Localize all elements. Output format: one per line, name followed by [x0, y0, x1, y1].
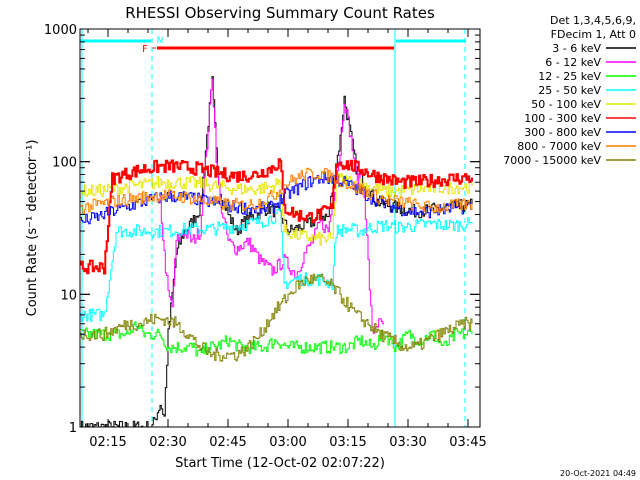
- night-flag-label: N: [157, 36, 164, 46]
- series-line-3-6-kev: [80, 76, 473, 428]
- legend-header-line: Det 1,3,4,5,6,9,: [550, 14, 636, 27]
- series-line-100-300-kev: [80, 158, 473, 275]
- x-axis-label: Start Time (12-Oct-02 02:07:22): [175, 456, 385, 471]
- legend-label-6-12-kev: 6 - 12 keV: [545, 56, 601, 69]
- legend-label-12-25-kev: 12 - 25 keV: [538, 70, 601, 83]
- x-tick-label: 03:45: [449, 435, 486, 450]
- y-tick-label: 10: [60, 288, 77, 303]
- y-axis: 1 10 100 1000: [44, 23, 480, 436]
- plot-series-group: [80, 76, 473, 428]
- series-line-800-7000-kev: [80, 167, 473, 214]
- legend-header-line: FDecim 1, Att 0: [551, 28, 636, 41]
- timestamp-label: 20-Oct-2021 04:49: [560, 469, 636, 478]
- legend-label-800-7000-kev: 800 - 7000 keV: [517, 140, 601, 153]
- series-line-25-50-kev: [80, 208, 473, 322]
- instrument-flags: FN: [80, 29, 466, 427]
- x-tick-label: 02:30: [149, 435, 186, 450]
- series-line-12-25-kev: [80, 321, 473, 357]
- x-tick-label: 02:15: [89, 435, 126, 450]
- x-axis: 02:15 02:30 02:45 03:00 03:15 03:30 03:45: [87, 29, 487, 450]
- x-tick-label: 03:15: [329, 435, 366, 450]
- legend: Det 1,3,4,5,6,9,FDecim 1, Att 03 - 6 keV…: [503, 14, 636, 167]
- legend-label-50-100-kev: 50 - 100 keV: [531, 98, 601, 111]
- x-tick-label: 02:45: [209, 435, 246, 450]
- y-axis-label: Count Rate (s⁻¹ detector⁻¹): [25, 140, 40, 317]
- legend-label-100-300-kev: 100 - 300 keV: [524, 112, 601, 125]
- chart-title: RHESSI Observing Summary Count Rates: [125, 4, 435, 22]
- y-tick-label: 1: [69, 421, 77, 436]
- legend-label-300-800-kev: 300 - 800 keV: [524, 126, 601, 139]
- series-line-7000-15000-kev: [80, 273, 473, 362]
- y-tick-label: 1000: [44, 23, 77, 38]
- legend-label-25-50-kev: 25 - 50 keV: [538, 84, 601, 97]
- y-tick-label: 100: [52, 156, 77, 171]
- plot-frame: [79, 28, 481, 428]
- series-line-6-12-kev: [160, 78, 384, 334]
- x-tick-label: 03:00: [269, 435, 306, 450]
- legend-label-3-6-kev: 3 - 6 keV: [552, 42, 601, 55]
- legend-label-7000-15000-kev: 7000 - 15000 keV: [503, 154, 601, 167]
- flare-flag-label: F: [142, 44, 148, 55]
- x-tick-label: 03:30: [389, 435, 426, 450]
